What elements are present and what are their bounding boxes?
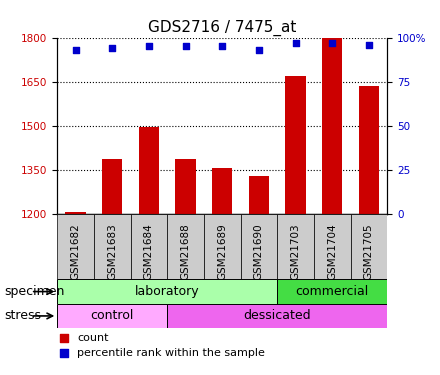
Bar bbox=[131, 214, 167, 279]
Text: dessicated: dessicated bbox=[243, 309, 311, 322]
Point bbox=[255, 47, 262, 53]
Point bbox=[279, 265, 286, 271]
Bar bbox=[167, 304, 387, 328]
Point bbox=[329, 40, 336, 46]
Text: GSM21704: GSM21704 bbox=[327, 224, 337, 280]
Text: GSM21703: GSM21703 bbox=[290, 224, 301, 280]
Point bbox=[182, 44, 189, 50]
Bar bbox=[212, 168, 232, 214]
Bar bbox=[286, 76, 306, 214]
Title: GDS2716 / 7475_at: GDS2716 / 7475_at bbox=[148, 20, 297, 36]
Bar bbox=[322, 38, 342, 214]
Text: control: control bbox=[91, 309, 134, 322]
Text: GSM21705: GSM21705 bbox=[364, 224, 374, 280]
Bar bbox=[314, 214, 351, 279]
Bar bbox=[167, 214, 204, 279]
Text: specimen: specimen bbox=[4, 285, 65, 298]
Bar bbox=[204, 214, 241, 279]
Text: GSM21690: GSM21690 bbox=[254, 224, 264, 280]
Bar bbox=[277, 279, 387, 304]
Bar bbox=[139, 127, 159, 214]
Text: GSM21683: GSM21683 bbox=[107, 224, 117, 280]
Text: GSM21688: GSM21688 bbox=[180, 224, 191, 280]
Bar bbox=[241, 214, 277, 279]
Point bbox=[279, 127, 286, 133]
Point bbox=[365, 42, 372, 48]
Bar bbox=[66, 212, 86, 214]
Point bbox=[72, 47, 79, 53]
Point bbox=[219, 44, 226, 50]
Bar bbox=[351, 214, 387, 279]
Text: laboratory: laboratory bbox=[135, 285, 199, 298]
Bar bbox=[94, 214, 131, 279]
Bar bbox=[102, 159, 122, 214]
Text: GSM21684: GSM21684 bbox=[144, 224, 154, 280]
Bar bbox=[277, 214, 314, 279]
Bar bbox=[57, 279, 277, 304]
Bar bbox=[359, 86, 379, 214]
Bar bbox=[57, 304, 167, 328]
Bar bbox=[57, 214, 94, 279]
Bar bbox=[249, 176, 269, 214]
Text: stress: stress bbox=[4, 309, 41, 322]
Point bbox=[145, 44, 152, 50]
Text: commercial: commercial bbox=[296, 285, 369, 298]
Text: percentile rank within the sample: percentile rank within the sample bbox=[77, 348, 265, 358]
Point bbox=[109, 45, 116, 51]
Text: GSM21682: GSM21682 bbox=[70, 224, 81, 280]
Text: GSM21689: GSM21689 bbox=[217, 224, 227, 280]
Bar bbox=[176, 159, 196, 214]
Text: count: count bbox=[77, 333, 109, 343]
Point bbox=[292, 40, 299, 46]
